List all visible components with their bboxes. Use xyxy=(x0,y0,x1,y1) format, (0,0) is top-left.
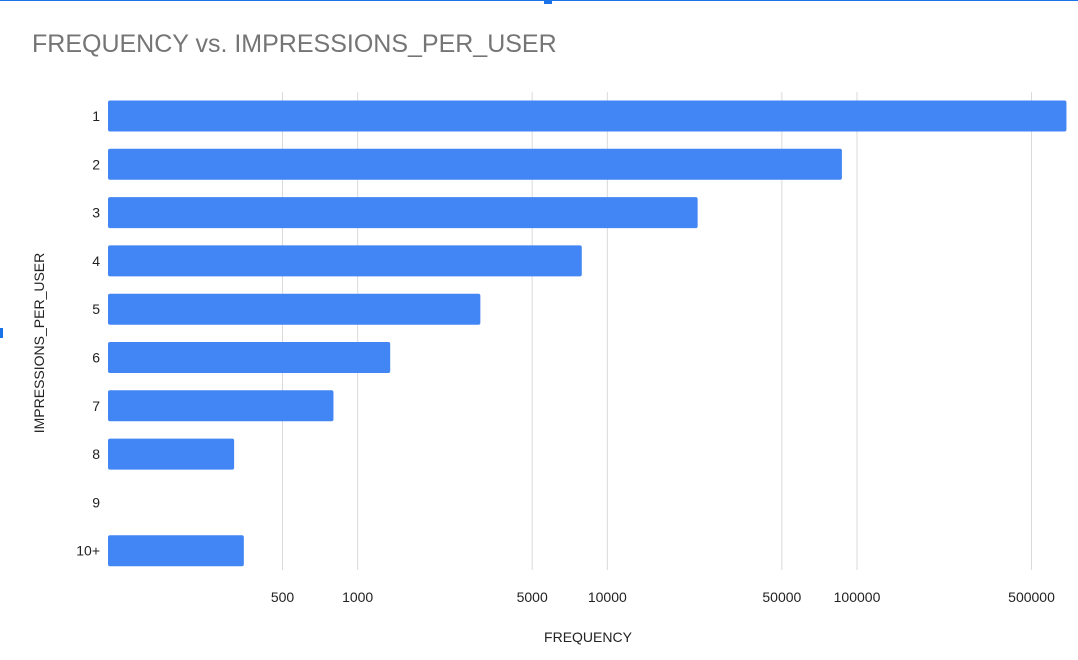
y-tick-label: 10+ xyxy=(76,543,100,559)
bars xyxy=(108,100,1067,567)
y-tick-label: 6 xyxy=(92,350,100,366)
y-tick-label: 5 xyxy=(92,301,100,317)
x-tick-label: 500000 xyxy=(1008,589,1055,605)
x-tick-label: 5000 xyxy=(517,589,548,605)
bar-4[interactable] xyxy=(108,245,582,277)
bar-1[interactable] xyxy=(108,100,1067,132)
bar-7[interactable] xyxy=(108,390,334,422)
x-tick-label: 10000 xyxy=(588,589,627,605)
bar-5[interactable] xyxy=(108,293,481,325)
y-tick-label: 7 xyxy=(92,398,100,414)
y-tick-label: 8 xyxy=(92,446,100,462)
resize-handle-top[interactable] xyxy=(544,0,552,4)
bar-2[interactable] xyxy=(108,148,842,180)
x-tick-labels: 500 1000 5000 10000 50000 100000 500000 xyxy=(271,589,1055,605)
bar-10+[interactable] xyxy=(108,535,244,567)
chart-title: FREQUENCY vs. IMPRESSIONS_PER_USER xyxy=(32,30,557,58)
x-tick-label: 500 xyxy=(271,589,295,605)
y-tick-label: 9 xyxy=(92,494,100,510)
x-tick-label: 100000 xyxy=(834,589,881,605)
bar-8[interactable] xyxy=(108,438,235,470)
resize-handle-left[interactable] xyxy=(0,328,3,338)
y-tick-label: 2 xyxy=(92,156,100,172)
y-axis-title: IMPRESSIONS_PER_USER xyxy=(31,253,47,434)
x-tick-label: 50000 xyxy=(762,589,801,605)
y-tick-label: 1 xyxy=(92,108,100,124)
bar-6[interactable] xyxy=(108,342,391,373)
y-tick-label: 4 xyxy=(92,253,100,269)
y-tick-label: 3 xyxy=(92,205,100,221)
bar-3[interactable] xyxy=(108,197,698,229)
x-tick-label: 1000 xyxy=(342,589,373,605)
y-tick-labels: 1 2 3 4 5 6 7 8 9 10+ xyxy=(76,108,100,559)
chart-frame-border xyxy=(0,0,1078,1)
x-axis-title: FREQUENCY xyxy=(544,629,633,645)
